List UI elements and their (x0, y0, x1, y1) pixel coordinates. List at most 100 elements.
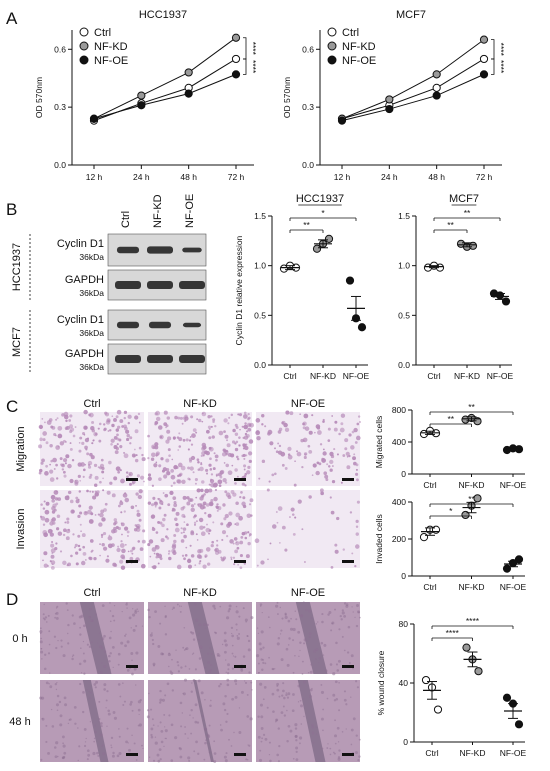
cell-texture (308, 694, 313, 699)
cell-stain (157, 562, 160, 565)
cell-texture (188, 759, 191, 762)
cell-texture (157, 759, 161, 763)
cell-stain (43, 500, 46, 503)
cell-stain (205, 429, 210, 434)
cell-texture (259, 603, 263, 606)
cell-stain (77, 474, 81, 478)
cell-texture (61, 735, 65, 739)
cell-texture (170, 723, 174, 727)
cell-texture (86, 643, 89, 646)
cell-stain (329, 496, 332, 499)
cell-texture (137, 708, 141, 712)
cell-texture (154, 741, 158, 745)
cell-stain (45, 501, 50, 506)
wb-kda-label: 36kDa (79, 328, 104, 338)
cell-stain (150, 503, 155, 507)
cell-stain (183, 521, 186, 523)
cell-stain (176, 564, 182, 570)
cell-texture (122, 703, 125, 706)
cell-texture (79, 626, 82, 629)
cell-texture (82, 640, 85, 643)
significance-bracket (491, 58, 495, 75)
cell-stain (180, 465, 186, 471)
cell-stain (303, 561, 306, 564)
cell-texture (58, 700, 62, 704)
cell-texture (358, 755, 361, 758)
cell-texture (156, 753, 160, 757)
cell-texture (280, 629, 283, 632)
cell-texture (170, 759, 174, 762)
cell-texture (193, 602, 197, 606)
cell-texture (124, 634, 127, 637)
cell-texture (299, 649, 301, 652)
cell-stain (357, 415, 361, 418)
cell-texture (277, 760, 280, 763)
cell-texture (188, 668, 191, 670)
cell-texture (261, 737, 264, 740)
cell-texture (209, 647, 211, 649)
cell-texture (309, 670, 313, 674)
cell-stain (182, 495, 187, 500)
cell-stain (158, 506, 162, 510)
cell-stain (218, 430, 224, 436)
cell-texture (71, 655, 74, 658)
cell-texture (78, 662, 82, 666)
cell-texture (355, 734, 358, 737)
cell-stain (123, 451, 126, 454)
cell-texture (60, 639, 63, 642)
cell-stain (221, 530, 227, 535)
cell-texture (297, 701, 300, 703)
cell-stain (224, 490, 228, 494)
cell-texture (321, 613, 324, 616)
cell-texture (98, 700, 101, 703)
cell-texture (297, 630, 301, 634)
cell-texture (130, 652, 134, 655)
cell-stain (261, 459, 266, 464)
cell-texture (287, 692, 291, 696)
y-tick-label: 1.0 (398, 261, 410, 271)
cell-texture (235, 605, 238, 608)
cell-stain (168, 556, 172, 561)
data-point (345, 276, 355, 285)
cell-stain (227, 422, 230, 425)
cell-stain (119, 501, 124, 506)
cell-stain (354, 441, 358, 444)
cell-stain (78, 449, 82, 453)
cell-texture (315, 648, 319, 651)
cell-stain (126, 433, 130, 438)
cell-texture (268, 656, 270, 659)
cell-stain (164, 493, 169, 498)
cell-texture (78, 745, 81, 748)
cell-stain (216, 539, 219, 542)
cell-texture (106, 725, 108, 727)
cell-stain (107, 430, 110, 432)
cell-stain (155, 461, 158, 464)
cell-stain (235, 541, 240, 546)
cell-stain (72, 434, 76, 438)
legend-marker (79, 27, 89, 37)
cell-texture (287, 644, 290, 646)
cell-stain (51, 540, 54, 543)
cell-stain (153, 501, 158, 506)
cell-texture (210, 750, 212, 753)
x-tick-label: 48 h (428, 172, 445, 182)
cell-texture (322, 708, 325, 711)
scratch-column-label: NF-OE (291, 587, 325, 599)
micrograph-column-label: NF-KD (183, 398, 217, 410)
cell-stain (100, 533, 104, 537)
cell-stain (89, 473, 93, 477)
cell-stain (355, 532, 359, 536)
cell-stain (326, 463, 329, 466)
cell-texture (294, 723, 298, 727)
wb-protein-label: Cyclin D1 (57, 238, 104, 250)
cell-stain (167, 552, 170, 555)
cell-texture (203, 758, 206, 761)
y-tick-label: 0.3 (302, 102, 314, 112)
cell-stain (41, 418, 44, 420)
cell-stain (236, 457, 240, 461)
protein-band (179, 355, 205, 363)
cell-stain (157, 497, 160, 500)
cell-stain (190, 507, 195, 512)
cell-stain (209, 468, 213, 471)
cell-texture (340, 618, 343, 621)
